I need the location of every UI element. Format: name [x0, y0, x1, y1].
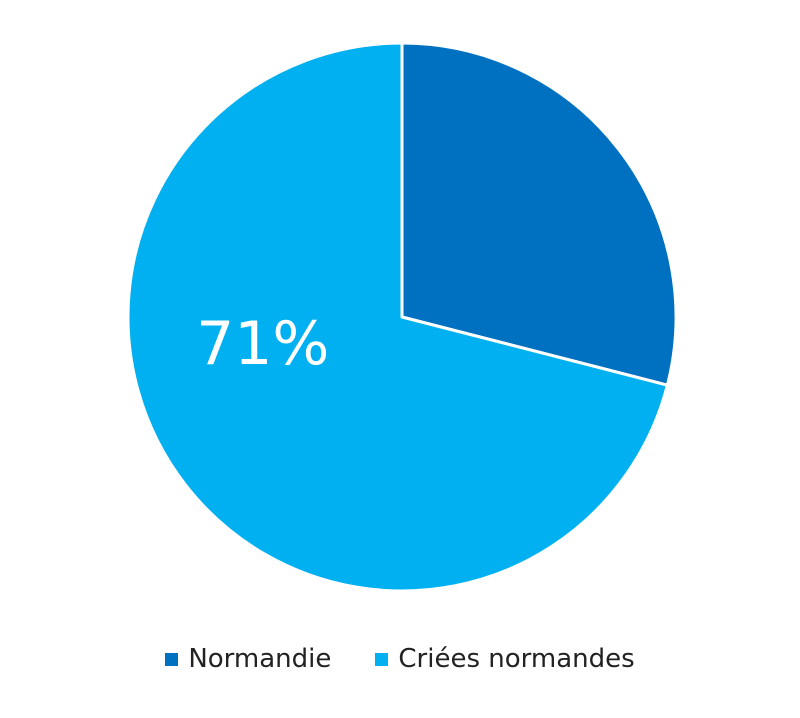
- legend-item-normandie: Normandie: [165, 644, 331, 674]
- legend-swatch-criees-normandes: [375, 652, 389, 666]
- pie-slice-normandie: [400, 41, 678, 387]
- data-label-criees-normandes: 71%: [196, 309, 329, 379]
- legend-swatch-normandie: [165, 652, 179, 666]
- chart-legend: Normandie Criées normandes: [0, 644, 800, 674]
- pie-slice-criees-normandes: [126, 41, 669, 593]
- legend-label-normandie: Normandie: [188, 644, 332, 674]
- legend-label-criees-normandes: Criées normandes: [398, 644, 635, 674]
- legend-item-criees-normandes: Criées normandes: [375, 644, 635, 674]
